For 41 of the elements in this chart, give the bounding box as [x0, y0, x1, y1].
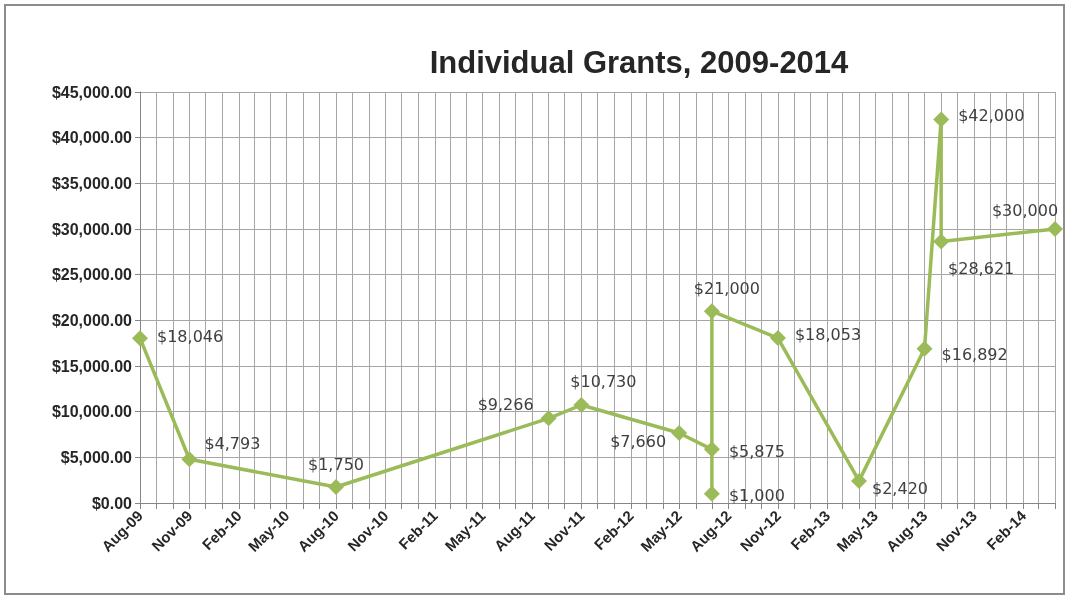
- data-label: $5,875: [728, 441, 785, 461]
- y-tick-label: $15,000.00: [51, 357, 133, 375]
- y-tick-label: $40,000.00: [51, 129, 133, 147]
- data-label: $18,053: [794, 324, 862, 344]
- data-label: $21,000: [693, 278, 760, 298]
- data-label: $1,000: [728, 486, 785, 506]
- data-label: $9,266: [477, 394, 534, 414]
- point: [703, 303, 720, 320]
- chart-title: Individual Grants, 2009-2014: [429, 45, 850, 80]
- point: [181, 451, 198, 468]
- point: [769, 330, 786, 347]
- data-label: $18,046: [157, 326, 224, 346]
- y-tick-label: $0.00: [91, 494, 133, 512]
- point: [1047, 221, 1063, 237]
- data-label: $4,793: [204, 433, 261, 453]
- point: [703, 441, 720, 458]
- data-label: $30,000: [991, 200, 1059, 220]
- point: [132, 330, 148, 347]
- point: [327, 479, 344, 496]
- point: [933, 233, 950, 250]
- point: [540, 410, 557, 427]
- y-tick-label: $10,000.00: [51, 403, 133, 421]
- point: [933, 111, 950, 128]
- point: [916, 340, 933, 357]
- point: [851, 472, 868, 489]
- point: [703, 485, 720, 502]
- y-tick-label: $30,000.00: [51, 220, 133, 238]
- y-tick-label: $20,000.00: [51, 311, 133, 329]
- y-tick-label: $45,000.00: [51, 83, 133, 101]
- y-tick-label: $35,000.00: [51, 174, 133, 192]
- y-tick-label: $5,000.00: [60, 448, 133, 466]
- data-label: $7,660: [610, 431, 667, 451]
- data-label: $2,420: [872, 479, 928, 499]
- point: [671, 425, 688, 442]
- data-label: $10,730: [570, 372, 637, 392]
- data-label: $28,621: [948, 259, 1015, 279]
- y-tick-label: $25,000.00: [51, 266, 133, 284]
- data-label: $1,750: [308, 454, 364, 474]
- point: [573, 397, 590, 413]
- data-label: $16,892: [941, 345, 1008, 365]
- data-label: $42,000: [958, 105, 1025, 125]
